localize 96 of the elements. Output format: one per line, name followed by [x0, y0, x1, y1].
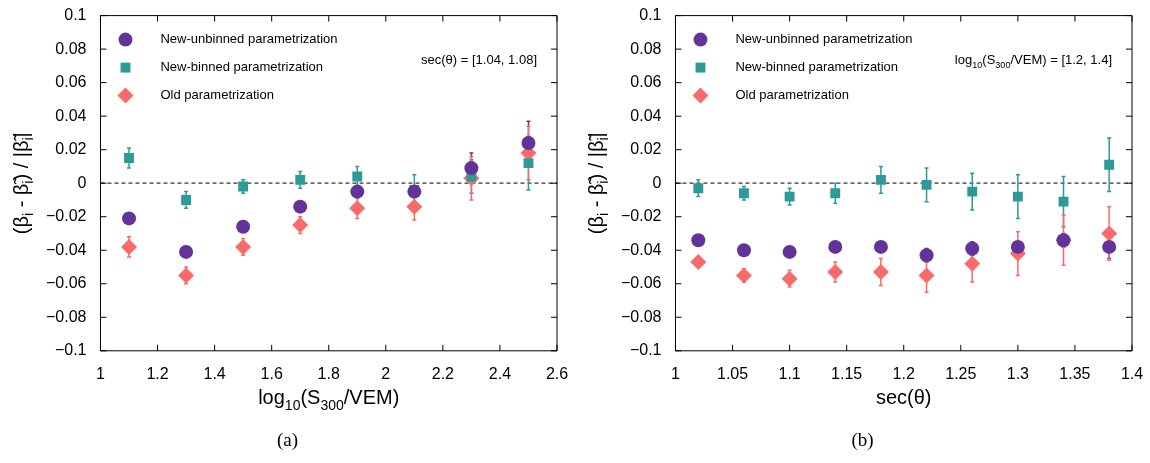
y-tick-label: 0.02	[55, 140, 87, 158]
point	[828, 239, 843, 254]
point	[782, 244, 797, 259]
point	[1102, 239, 1117, 254]
legend-label: Old parametrization	[735, 87, 849, 103]
x-tick-label: 2.4	[488, 364, 512, 382]
point	[181, 195, 192, 205]
y-tick-label: −0.04	[46, 240, 87, 258]
point	[1101, 225, 1118, 242]
point	[735, 267, 752, 284]
x-tick-label: 1.35	[1059, 364, 1091, 382]
point	[464, 161, 479, 176]
x-tick-label: 1	[671, 364, 681, 382]
point	[967, 186, 978, 197]
y-tick-label: 0.06	[55, 73, 87, 91]
point	[1058, 196, 1069, 207]
point	[406, 198, 423, 215]
point	[830, 188, 841, 199]
point	[921, 179, 932, 190]
point	[521, 135, 536, 150]
x-tick-label: 1.4	[1120, 364, 1144, 382]
point	[1012, 191, 1023, 202]
point	[178, 267, 195, 284]
y-tick-label: 0.04	[630, 106, 662, 124]
point	[352, 171, 363, 182]
y-tick-label: −0.1	[54, 341, 87, 359]
point	[784, 191, 795, 202]
point	[349, 200, 366, 217]
point	[124, 153, 134, 164]
point	[1104, 159, 1115, 170]
point	[918, 267, 935, 284]
y-axis-title: (βi - β̃i) / |β̃i|	[584, 132, 611, 235]
y-tick-label: −0.06	[621, 274, 662, 292]
y-tick-label: 0.06	[630, 73, 662, 91]
y-tick-label: −0.1	[629, 341, 662, 359]
x-tick-label: 1.6	[260, 364, 283, 382]
x-tick-label: 1.15	[831, 364, 863, 382]
y-tick-label: 0	[652, 173, 662, 191]
legend-label: Old parametrization	[160, 87, 274, 103]
y-tick-label: −0.08	[621, 307, 662, 325]
text: (a)	[275, 428, 300, 452]
point	[872, 264, 889, 281]
point	[122, 211, 137, 226]
y-tick-label: 0.08	[55, 39, 87, 57]
y-tick-label: −0.04	[621, 240, 662, 258]
point	[875, 174, 886, 185]
point	[781, 270, 798, 287]
point	[919, 248, 934, 263]
y-tick-label: −0.02	[621, 207, 662, 225]
point	[293, 199, 308, 214]
point	[292, 217, 309, 234]
annotation: sec(θ) = [1.04, 1.08]	[421, 52, 537, 68]
point	[690, 253, 707, 270]
x-axis-title: sec(θ)	[875, 386, 932, 409]
y-tick-label: −0.08	[46, 307, 87, 325]
x-tick-label: 2.2	[431, 364, 455, 382]
y-axis-title: (βi - β̃i) / |β̃i|	[9, 132, 36, 235]
point	[873, 239, 888, 254]
legend-label: New-binned parametrization	[735, 59, 899, 75]
y-tick-label: −0.06	[46, 274, 87, 292]
point	[827, 264, 844, 281]
text: (b)	[850, 428, 875, 452]
x-tick-label: 1.2	[892, 364, 915, 382]
x-tick-label: 2.6	[545, 364, 569, 382]
point	[236, 219, 251, 234]
x-tick-label: 2	[381, 364, 391, 382]
y-tick-label: −0.02	[46, 207, 87, 225]
point	[350, 184, 365, 199]
y-tick-label: 0.1	[64, 6, 87, 24]
point	[691, 233, 706, 248]
legend-label: New-binned parametrization	[160, 59, 324, 75]
x-tick-label: 1.3	[1006, 364, 1030, 382]
point	[965, 241, 980, 256]
x-tick-label: 1.05	[716, 364, 749, 382]
x-tick-label: 1.4	[203, 364, 226, 382]
x-tick-label: 1.8	[317, 364, 340, 382]
y-tick-label: 0	[77, 173, 87, 191]
point	[235, 238, 252, 255]
y-tick-label: 0.02	[630, 140, 662, 158]
legend-label: New-unbinned parametrization	[735, 31, 913, 47]
x-tick-label: 1.2	[146, 364, 169, 382]
point	[736, 243, 751, 258]
x-tick-label: 1.25	[945, 364, 977, 382]
point	[179, 244, 194, 259]
y-tick-label: 0.08	[630, 39, 662, 57]
point	[964, 255, 981, 272]
legend-label: New-unbinned parametrization	[160, 31, 338, 47]
point	[121, 238, 138, 255]
x-tick-label: 1.1	[778, 364, 801, 382]
x-tick-label: 1	[96, 364, 106, 382]
point	[1010, 239, 1025, 254]
y-tick-label: 0.04	[55, 106, 87, 124]
point	[523, 158, 534, 169]
point	[693, 183, 704, 194]
point	[295, 174, 306, 185]
y-tick-label: 0.1	[639, 6, 662, 24]
